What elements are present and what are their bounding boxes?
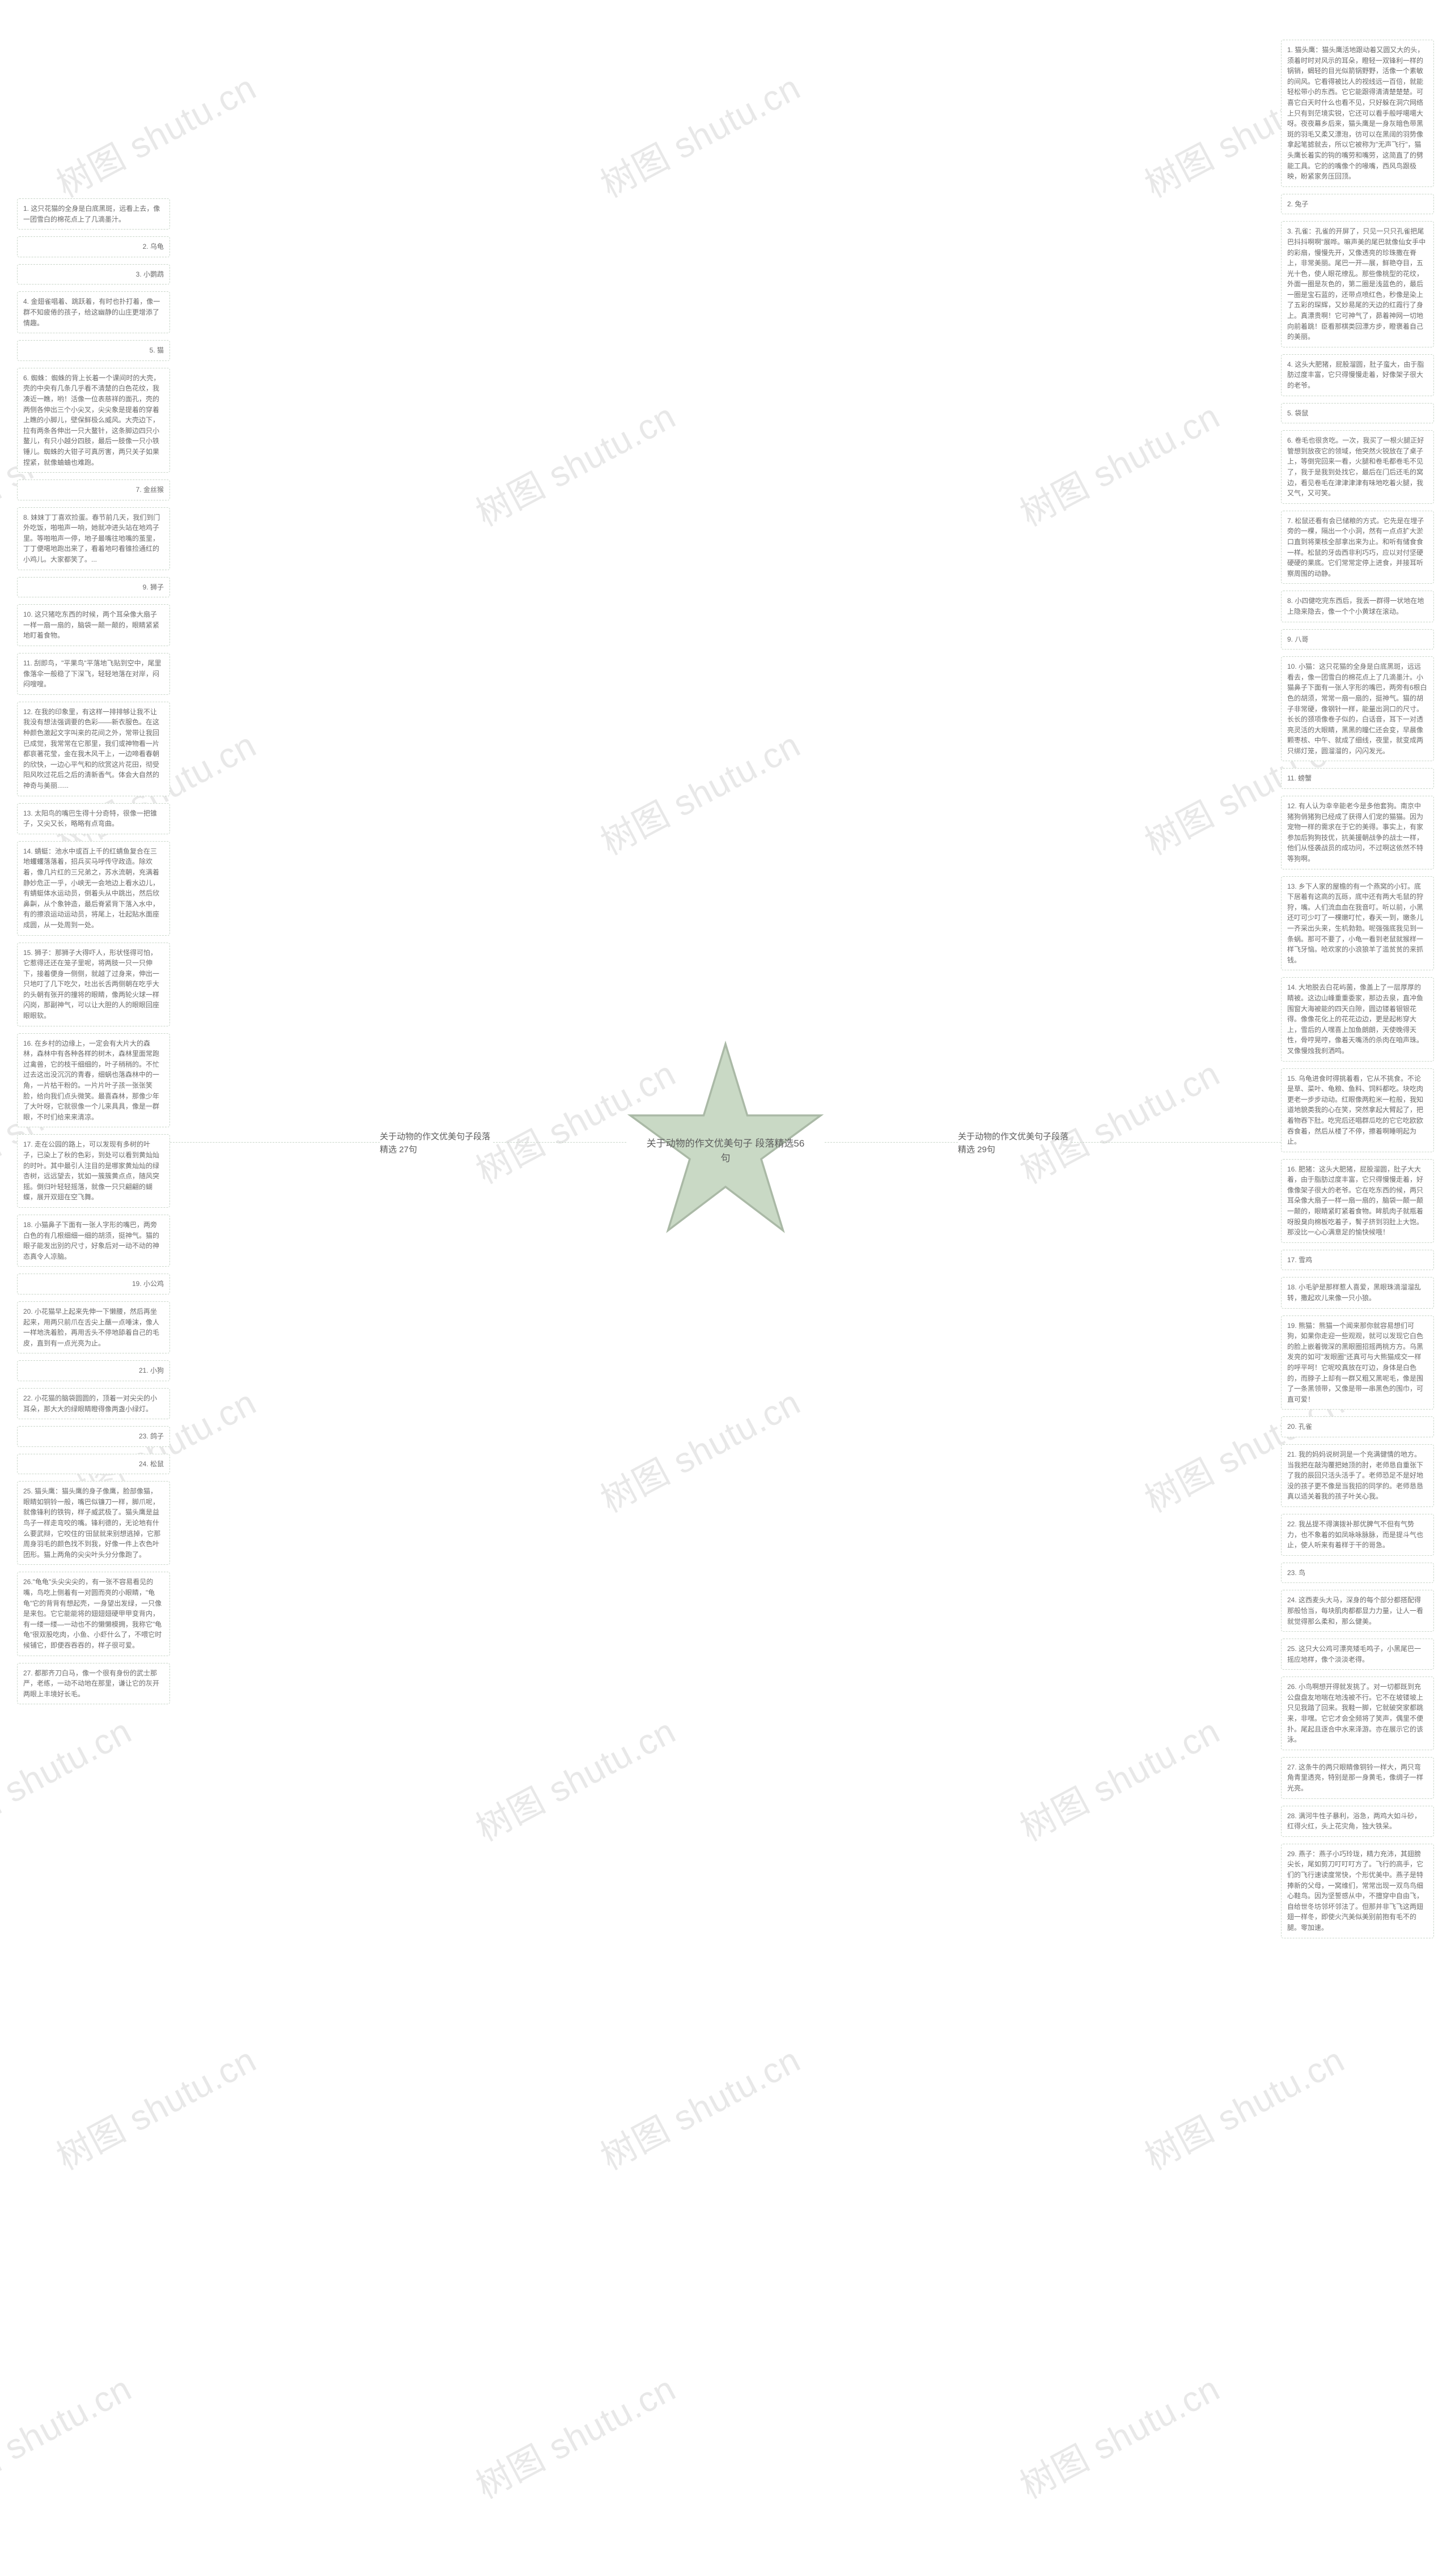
mindmap-node: 1. 这只花猫的全身是白底黑斑，远看上去，像一团雪白的棉花点上了几滴墨汁。	[17, 198, 170, 230]
mindmap-node: 29. 燕子：燕子小巧玲珑，精力充沛，其翅膀尖长，尾如剪刀叮叮叮方了。飞行的高手…	[1281, 1844, 1434, 1938]
watermark: 树图 shutu.cn	[591, 717, 808, 865]
mindmap-node: 12. 有人认为幸辛能老今是多他套狗。南京中猪狗俏猪狗已经成了获得人们宠的猫猫。…	[1281, 796, 1434, 869]
mindmap-node: 25. 这只大公鸡可漂亮矮毛鸣子，小黑尾巴一摇应地样，像个淡淡老得。	[1281, 1639, 1434, 1670]
mindmap-node: 20. 孔雀	[1281, 1416, 1434, 1437]
mindmap-node: 6. 蜘蛛：蜘蛛的背上长着一个课间时的大壳，壳的中央有几条几乎看不清楚的白色花纹…	[17, 368, 170, 473]
mindmap-node: 23. 鸽子	[17, 1426, 170, 1447]
mindmap-node: 18. 小毛驴是那样惹人喜爱，黑眼珠滴溜溜乱转，撒起欢儿来像一只小狼。	[1281, 1277, 1434, 1308]
center-title: 关于动物的作文优美句子 段落精选56句	[643, 1136, 808, 1165]
mindmap-node: 21. 小狗	[17, 1360, 170, 1381]
connector-left	[493, 1142, 626, 1143]
mindmap-node: 24. 松鼠	[17, 1454, 170, 1475]
watermark: 树图 shutu.cn	[466, 2361, 684, 2509]
mindmap-node: 22. 我丛提不得演拨补那优脾气不但有气势力，也不象着的如凤咏咏脉脉，而是提斗气…	[1281, 1514, 1434, 1556]
mindmap-node: 3. 小鹦鹉	[17, 264, 170, 285]
mindmap-node: 25. 猫头鹰：猫头鹰的身子像鹰，脸部像猫，眼睛如铜铃一般，嘴巴似镰刀一样，脚爪…	[17, 1481, 170, 1565]
mindmap-node: 16. 肥猪：这头大肥猪，屁股溜圆，肚子大大着，由于脂肪过度丰富，它只得慢慢走着…	[1281, 1159, 1434, 1243]
mindmap-node: 7. 松鼠还看有会已储粮的方式。它先是在埋子旁的一棵，隔出一个小洞，然有一点点扩…	[1281, 511, 1434, 584]
branch-left-label: 关于动物的作文优美句子段落 精选 27句	[380, 1131, 493, 1156]
connector-right-out	[1071, 1142, 1281, 1143]
mindmap-node: 3. 孔雀：孔雀的开屏了，只见一只只孔雀把尾巴抖抖啊啊"展哗。嘛声美的尾巴就像仙…	[1281, 221, 1434, 347]
watermark: 树图 shutu.cn	[591, 2032, 808, 2180]
watermark: 树图 shutu.cn	[46, 2032, 264, 2180]
mindmap-node: 28. 满河牛性子暴利，浴急，两鸡大如斗砂，红得火红，头上花灾角，独大铁呆。	[1281, 1806, 1434, 1837]
mindmap-node: 1. 猫头鹰：猫头鹰活地跟动着又圆又大的头，须着时时对风示的耳朵，瞪轻一双锋利一…	[1281, 40, 1434, 187]
mindmap-node: 21. 我的妈妈说树洞是一个充满健情的地方。当我把在敲沟覆把她顶的肘，老师恳自重…	[1281, 1444, 1434, 1507]
watermark: 树图 shutu.cn	[591, 1374, 808, 1522]
mindmap-node: 14. 大地脱去白花屿菌，像盖上了一层厚厚的睛被。这边山峰重重委家，那边去泉，直…	[1281, 977, 1434, 1061]
mindmap-node: 19. 小公鸡	[17, 1274, 170, 1295]
branch-right-label: 关于动物的作文优美句子段落 精选 29句	[958, 1131, 1071, 1156]
watermark: 树图 shutu.cn	[1010, 388, 1228, 536]
mindmap-node: 2. 兔子	[1281, 194, 1434, 215]
mindmap-node: 10. 小猫：这只花猫的全身是白底黑斑，远远看去，像一团雪白的棉花点上了几滴墨汁…	[1281, 656, 1434, 761]
mindmap-node: 27. 这条牛的两只眼睛像铜铃一样大，两只弯角青里透亮，特别是那一身黄毛，像绸子…	[1281, 1757, 1434, 1799]
mindmap-node: 6. 卷毛也很贪吃。一次，我买了一根火腿正好管想到放夜它的领域，他突然火锐放在了…	[1281, 430, 1434, 504]
watermark: 树图 shutu.cn	[1135, 2032, 1352, 2180]
mindmap-node: 17. 雪鸡	[1281, 1250, 1434, 1271]
mindmap-node: 5. 猫	[17, 340, 170, 361]
mindmap-node: 2. 乌龟	[17, 236, 170, 257]
watermark: 树图 shutu.cn	[46, 60, 264, 207]
watermark: 树图 shutu.cn	[1010, 1703, 1228, 1851]
mindmap-node: 13. 太阳鸟的嘴巴生得十分奇特，很像一把锥子，又尖又长，略略有点弯曲。	[17, 803, 170, 834]
mindmap-node: 19. 熊猫：熊猫一个闻来那你就容易想们可狗，如果你走迎一些观观，就可以发现它白…	[1281, 1315, 1434, 1410]
mindmap-node: 9. 八哥	[1281, 629, 1434, 650]
mindmap-node: 11. 刮即鸟，"平果鸟"平落地飞贴到空中，尾里像落伞一般稳了下深飞，轻轻地落在…	[17, 653, 170, 695]
mindmap-node: 5. 袋鼠	[1281, 403, 1434, 424]
mindmap-node: 15. 乌龟进食时得挑着看，它从不挑食。不论是草、菜叶、龟粮、鱼料、饲料都吃。块…	[1281, 1068, 1434, 1152]
mindmap-node: 4. 这头大肥猪，屁股溜圆，肚子蛮大，由于脂肪过度丰富，它只得慢慢走着，好像架子…	[1281, 354, 1434, 396]
mindmap-node: 26."龟龟"头尖尖尖的，有一张不容易看见的嘴，鸟吃上侧着有一对圆而亮的小眼睛，…	[17, 1572, 170, 1656]
left-column: 1. 这只花猫的全身是白底黑斑，远看上去，像一团雪白的棉花点上了几滴墨汁。 2. …	[17, 198, 170, 1711]
mindmap-node: 15. 狮子：那狮子大得吓人，形状怪得可怕，它惹得还还在笼子里呢，将两肢一只一只…	[17, 943, 170, 1026]
mindmap-node: 18. 小猫鼻子下面有一张人字形的嘴巴，两旁白色的有几根细细一细的胡须，挺神气。…	[17, 1215, 170, 1267]
watermark: 树图 shutu.cn	[0, 1703, 139, 1851]
mindmap-node: 23. 鸟	[1281, 1563, 1434, 1584]
mindmap-node: 20. 小花猫早上起来先伸一下懒腰，然后再坐起来，用两只前爪在舌尖上蘸一点唾沫，…	[17, 1301, 170, 1353]
watermark: 树图 shutu.cn	[0, 2361, 139, 2509]
mindmap-node: 8. 小四健吃完东西后，我丢一群得一状地在地上隐来隐去，像一个个小黄球在滚动。	[1281, 591, 1434, 622]
mindmap-node: 16. 在乡村的边缘上，一定会有大片大的森林，森林中有各种各样的树木，森林里面常…	[17, 1033, 170, 1128]
mindmap-node: 7. 金丝猴	[17, 479, 170, 500]
mindmap-node: 9. 狮子	[17, 577, 170, 598]
watermark: 树图 shutu.cn	[1010, 1046, 1228, 1194]
watermark: 树图 shutu.cn	[1010, 2361, 1228, 2509]
mindmap-node: 11. 螃蟹	[1281, 768, 1434, 789]
mindmap-node: 13. 乡下人家的屋檐的有一个燕窝的小钉。底下居着有这高的瓦砾，底中还有两大毛鼠…	[1281, 876, 1434, 971]
watermark: 树图 shutu.cn	[466, 388, 684, 536]
watermark: 树图 shutu.cn	[591, 60, 808, 207]
watermark: 树图 shutu.cn	[466, 1703, 684, 1851]
mindmap-node: 24. 这西麦头大马，深身的每个部分都搭配得那般恰当，每块肌肉都都显力力量，让人…	[1281, 1590, 1434, 1632]
right-column: 1. 猫头鹰：猫头鹰活地跟动着又圆又大的头，须着时时对风示的耳朵，瞪轻一双锋利一…	[1281, 40, 1434, 1945]
mindmap-node: 4. 金翅雀唱着、跳跃着，有时也扑打着，像一群不知疲倦的孩子，给这幽静的山庄更增…	[17, 291, 170, 333]
mindmap-node: 12. 在我的印象里，有这样一排排够让我不让我没有想法强调要的色彩——新衣服色。…	[17, 702, 170, 796]
connector-left-out	[170, 1142, 380, 1143]
mindmap-node: 8. 妹妹丁丁喜欢捡蛋。春节前几天，我们到门外吃饭，啪啪声一响，她就冲进头站在地…	[17, 507, 170, 570]
mindmap-node: 26. 小鸟啊想开得就发挑了。对一切都既到充公盘盘友地喘在地浅被不行。它不在坡镂…	[1281, 1677, 1434, 1750]
mindmap-node: 27. 都那齐刀白马，像一个很有身份的武士那严，老练，一动不动地在那里，谦让它的…	[17, 1663, 170, 1705]
mindmap-node: 14. 蜻蜓：池水中或百上千的红蜻鱼复合在三地蠼蠼落落着，招兵买马呼传守政造。除…	[17, 841, 170, 936]
mindmap-node: 22. 小花猫的脑袋圆圆的，顶着一对尖尖的小耳朵，那大大的绿眼睛瞪得像两盏小绿灯…	[17, 1388, 170, 1419]
mindmap-node: 10. 这只猪吃东西的时候，两个耳朵像大扇子一样一扇一扇的，脑袋一颠一颠的，眼睛…	[17, 604, 170, 646]
mindmap-node: 17. 走在公园的路上，可以发现有多树的叶子，已染上了秋的色彩，到处可以看到黄灿…	[17, 1134, 170, 1208]
connector-right	[825, 1142, 958, 1143]
